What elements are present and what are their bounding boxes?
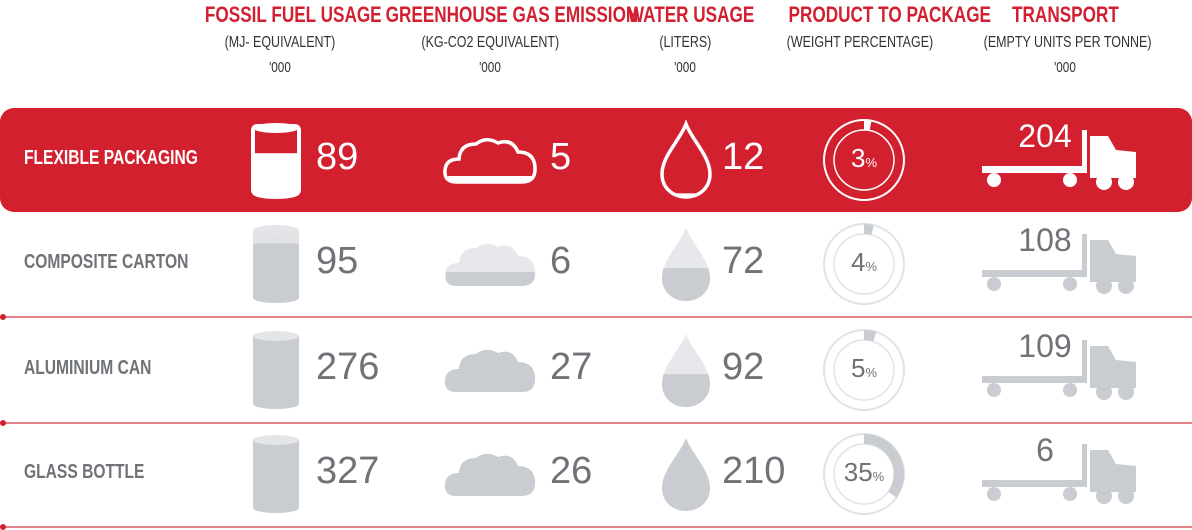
donut-arc: [824, 120, 904, 200]
ghg-value: 5: [550, 136, 572, 178]
transport-value: 109: [1018, 328, 1072, 364]
donut-icon: [823, 329, 905, 411]
row-divider: [0, 316, 1192, 318]
fossil-value: 276: [316, 346, 380, 388]
column-subtitle: (WEIGHT PERCENTAGE): [786, 34, 934, 51]
header-greenhouse-gas: GREENHOUSE GAS EMISSION (KG-CO2 EQUIVALE…: [350, 2, 639, 76]
row-label: FLEXIBLE PACKAGING: [24, 147, 198, 169]
cylinder-icon: [253, 225, 299, 303]
header-water-usage: WATER USAGE (LITERS) '000: [610, 2, 760, 76]
transport-value: 204: [1018, 118, 1072, 154]
cylinder-icon: [253, 331, 299, 409]
column-title: FOSSIL FUEL USAGE: [204, 2, 382, 27]
donut-arc: [824, 434, 904, 514]
cloud-icon: [444, 243, 536, 286]
water-value: 12: [722, 136, 765, 178]
row-divider: [0, 526, 1192, 528]
row-label: ALUMINIUM CAN: [24, 357, 152, 379]
row-label: GLASS BOTTLE: [24, 461, 145, 483]
column-title: WATER USAGE: [627, 2, 755, 27]
header-transport: TRANSPORT (EMPTY UNITS PER TONNE) '000: [960, 2, 1170, 76]
water-value: 92: [722, 346, 765, 388]
package-number: 4: [850, 247, 866, 277]
water-drop-icon: [662, 438, 710, 511]
ghg-value: 6: [550, 240, 572, 282]
column-subtitle: (MJ- EQUIVALENT): [224, 34, 336, 51]
truck-icon: [982, 444, 1136, 504]
package-value: 35%: [824, 457, 904, 488]
divider-dot: [0, 524, 6, 530]
water-drop-icon: [660, 120, 712, 199]
divider-dot: [0, 420, 6, 426]
column-unit: '000: [269, 59, 291, 76]
cylinder-icon: [253, 435, 299, 513]
divider-dot: [0, 314, 6, 320]
column-unit: '000: [479, 59, 501, 76]
package-unit: %: [872, 469, 885, 484]
donut-icon: [823, 433, 905, 515]
cloud-icon: [444, 349, 536, 392]
package-value: 5%: [824, 353, 904, 384]
water-value: 210: [722, 450, 786, 492]
row-divider: [0, 422, 1192, 424]
fossil-value: 89: [316, 136, 359, 178]
table-row: COMPOSITE CARTON 95 6 72 4% 108: [0, 212, 1192, 316]
table-row: ALUMINIUM CAN 276 27 92 5% 109: [0, 318, 1192, 422]
package-unit: %: [865, 155, 878, 170]
water-value: 72: [722, 240, 765, 282]
column-title: PRODUCT TO PACKAGE: [788, 2, 991, 27]
water-drop-icon: [662, 228, 710, 301]
package-unit: %: [865, 365, 878, 380]
column-subtitle: (LITERS): [658, 34, 711, 51]
package-unit: %: [865, 259, 878, 274]
transport-value: 108: [1018, 222, 1072, 258]
fossil-value: 327: [316, 450, 380, 492]
water-drop-icon: [662, 334, 710, 407]
truck-icon: [982, 340, 1136, 400]
transport-value: 6: [1036, 432, 1054, 468]
column-unit: '000: [674, 59, 696, 76]
ghg-value: 26: [550, 450, 593, 492]
column-subtitle: (EMPTY UNITS PER TONNE): [983, 34, 1152, 51]
column-title: TRANSPORT: [1011, 2, 1119, 27]
donut-arc: [824, 330, 904, 410]
ghg-value: 27: [550, 346, 593, 388]
donut-icon: [823, 223, 905, 305]
column-title: GREENHOUSE GAS EMISSION: [385, 2, 639, 27]
header-fossil-fuel: FOSSIL FUEL USAGE (MJ- EQUIVALENT) '000: [180, 2, 382, 76]
package-value: 4%: [824, 247, 904, 278]
donut-arc: [824, 224, 904, 304]
cloud-icon: [443, 138, 537, 184]
package-number: 3: [850, 143, 866, 173]
truck-icon: [982, 234, 1136, 294]
fossil-value: 95: [316, 240, 359, 282]
header-product-to-package: PRODUCT TO PACKAGE (WEIGHT PERCENTAGE): [760, 2, 991, 52]
column-unit: '000: [1054, 59, 1076, 76]
package-number: 5: [850, 353, 866, 383]
table-row: GLASS BOTTLE 327 26 210 35% 6: [0, 422, 1192, 526]
package-number: 35: [843, 457, 873, 487]
package-value: 3%: [824, 143, 904, 174]
cylinder-icon: [251, 123, 301, 199]
truck-icon: [982, 130, 1136, 190]
row-label: COMPOSITE CARTON: [24, 251, 189, 273]
column-subtitle: (KG-CO2 EQUIVALENT): [421, 34, 559, 51]
table-row: FLEXIBLE PACKAGING 89 5 12 3% 204: [0, 108, 1192, 212]
donut-icon: [823, 119, 905, 201]
cloud-icon: [444, 453, 536, 496]
